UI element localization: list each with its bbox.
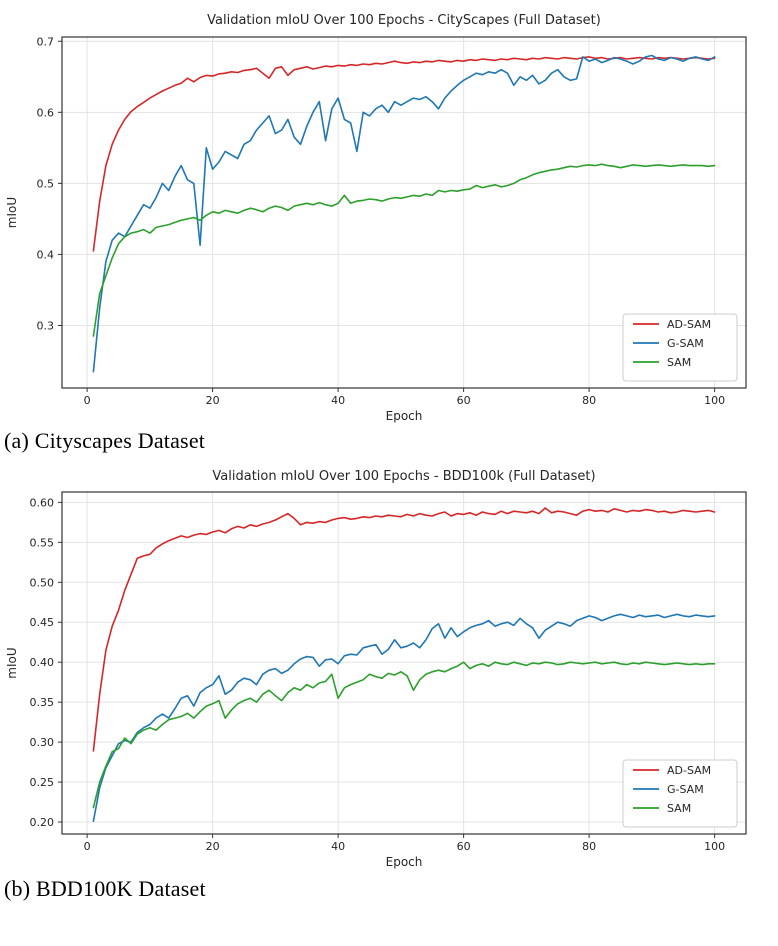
y-tick-label: 0.50 (30, 576, 55, 589)
y-tick-label: 0.6 (37, 106, 55, 119)
series-line-g-sam (92, 613, 716, 823)
x-axis-label: Epoch (386, 409, 423, 423)
x-tick-label: 0 (84, 394, 91, 407)
y-tick-label: 0.45 (30, 616, 55, 629)
series-line-ad-sam (92, 56, 716, 252)
y-tick-label: 0.25 (30, 776, 55, 789)
x-tick-label: 60 (457, 840, 471, 853)
figure-cityscapes: 0 20 40 60 80 100 0.3 0.4 0.5 0.6 0.7 Validation mI… (0, 0, 778, 454)
legend-label-g-sam: G-SAM (667, 783, 704, 796)
legend-box (622, 759, 738, 828)
chart-title: Validation mIoU Over 100 Epochs - BDD100… (212, 469, 595, 484)
legend-label-ad-sam: AD-SAM (667, 764, 711, 777)
y-tick-label: 0.40 (30, 656, 55, 669)
y-axis-label: mIoU (5, 647, 19, 678)
x-tick-label: 20 (206, 394, 220, 407)
series-line-sam (92, 163, 716, 337)
y-axis-label: mIoU (5, 197, 19, 228)
x-tick-label: 80 (582, 394, 596, 407)
y-tick-label: 0.55 (30, 536, 55, 549)
y-tick-label: 0.4 (37, 248, 55, 261)
y-tick-label: 0.5 (37, 177, 55, 190)
chart-title: Validation mIoU Over 100 Epochs - CitySc… (207, 13, 601, 28)
plot-border (61, 36, 747, 389)
y-tick-label: 0.60 (30, 496, 55, 509)
x-tick-label: 40 (331, 394, 345, 407)
series-line-sam (92, 661, 716, 809)
x-tick-label: 100 (704, 394, 725, 407)
legend-label-sam: SAM (667, 802, 691, 815)
x-tick-label: 20 (206, 840, 220, 853)
series-line-ad-sam (92, 507, 716, 752)
x-tick-label: 0 (84, 840, 91, 853)
x-tick-label: 80 (582, 840, 596, 853)
bdd100k-miou-chart: 0 20 40 60 80 100 0.20 0.25 0.30 0.35 0.40 0.45 0.50… (5, 469, 747, 869)
legend-label-sam: SAM (667, 356, 691, 369)
plot-border (61, 491, 747, 835)
cityscapes-miou-chart: 0 20 40 60 80 100 0.3 0.4 0.5 0.6 0.7 Validation mI… (5, 13, 747, 423)
caption-cityscapes: (a) Cityscapes Dataset (4, 428, 206, 453)
x-tick-label: 40 (331, 840, 345, 853)
y-tick-label: 0.30 (30, 736, 55, 749)
x-tick-label: 60 (457, 394, 471, 407)
legend-label-g-sam: G-SAM (667, 337, 704, 350)
y-tick-label: 0.7 (37, 35, 55, 48)
x-axis-label: Epoch (386, 855, 423, 869)
legend-box (622, 313, 738, 382)
x-tick-label: 100 (704, 840, 725, 853)
caption-bdd100k: (b) BDD100K Dataset (4, 876, 206, 901)
legend-label-ad-sam: AD-SAM (667, 318, 711, 331)
y-tick-label: 0.20 (30, 816, 55, 829)
y-tick-label: 0.3 (37, 319, 55, 332)
y-tick-label: 0.35 (30, 696, 55, 709)
figure-bdd100k: 0 20 40 60 80 100 0.20 0.25 0.30 0.35 0.40 0.45 0.50… (0, 464, 778, 902)
series-line-g-sam (92, 54, 716, 373)
